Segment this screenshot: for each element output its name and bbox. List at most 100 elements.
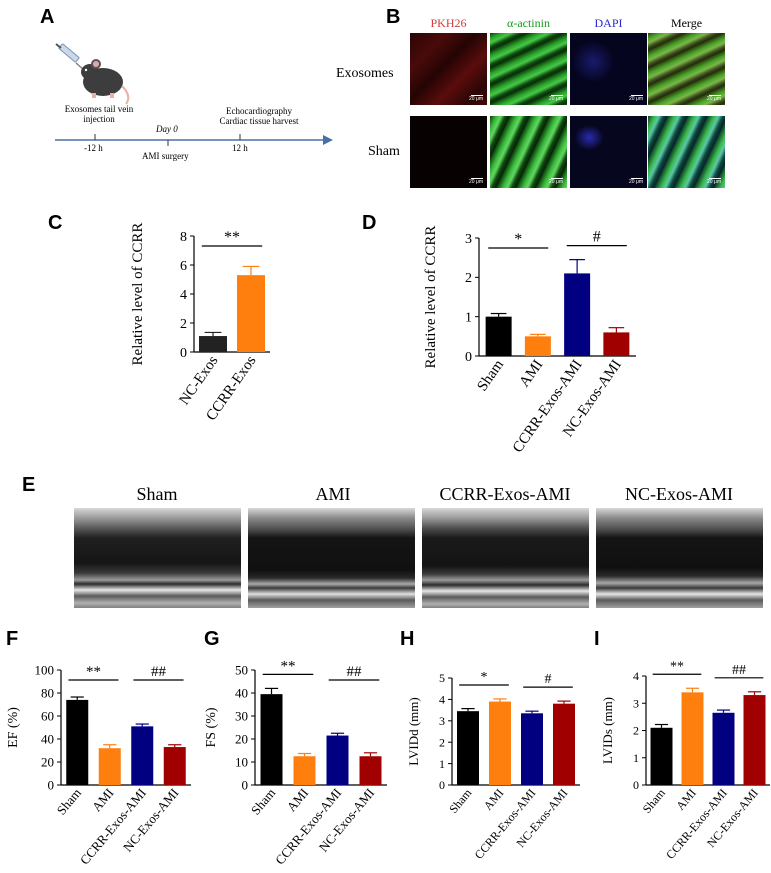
chart-f-ytick-label-0: 0 xyxy=(48,778,55,793)
chart-i-bar-0 xyxy=(650,727,673,785)
chart-g-ytick-label-2: 20 xyxy=(235,732,248,747)
chart-d-sig-label-1: # xyxy=(593,229,601,246)
panel-label-f: F xyxy=(6,628,19,650)
panel-label-e: E xyxy=(22,474,36,496)
chart-f-bar-3 xyxy=(163,747,186,785)
chart-h-sig-label-1: # xyxy=(545,672,552,687)
chart-d-ytick-label-2: 2 xyxy=(465,271,472,286)
chart-f-bar-0 xyxy=(66,699,89,785)
micro-sham-actinin: 20 μm xyxy=(490,116,567,188)
chart-d-ytick-label-3: 3 xyxy=(465,232,472,247)
injection-label: Exosomes tail vein injection xyxy=(64,104,134,124)
surgery-label: AMI surgery xyxy=(142,151,189,161)
chart-d-category-label-1: AMI xyxy=(517,357,547,390)
chart-g-bar-3 xyxy=(359,756,382,785)
chart-c-ytick-label-2: 4 xyxy=(180,288,187,303)
panel-label-a: A xyxy=(40,6,55,28)
panel-label-g: G xyxy=(204,628,220,650)
micro-exo-pkh26: 20 μm xyxy=(410,33,487,105)
chart-d-ytick-label-0: 0 xyxy=(465,350,472,365)
timepoint-12h: 12 h xyxy=(232,143,248,153)
chart-g-ytick-label-3: 30 xyxy=(235,709,248,724)
chart-g-sig-label-1: ## xyxy=(347,664,363,680)
chart-h-category-label-1: AMI xyxy=(481,786,507,813)
chart-i-ylabel: LVIDs (mm) xyxy=(600,697,615,764)
panel-label-h: H xyxy=(400,628,415,650)
chart-f-ylabel: EF (%) xyxy=(6,707,21,748)
chart-d-sig-label-0: * xyxy=(514,231,522,248)
chart-c-bar-1 xyxy=(237,275,265,352)
chart-g-bar-2 xyxy=(326,735,349,785)
chart-h-bar-0 xyxy=(457,711,479,785)
chart-h-ytick-label-0: 0 xyxy=(439,778,445,792)
chart-i-sig-label-0: ** xyxy=(670,659,684,674)
chart-f-category-label-0: Sham xyxy=(54,785,85,817)
chart-g-bar-1 xyxy=(293,756,316,785)
chart-i-ytick-label-2: 2 xyxy=(633,724,639,738)
chart-i-category-label-0: Sham xyxy=(640,785,669,815)
chart-h-ytick-label-1: 1 xyxy=(439,757,445,771)
micro-sham-dapi: 20 μm xyxy=(570,116,647,188)
chart-h-bar-1 xyxy=(489,701,511,785)
row-label-exosomes: Exosomes xyxy=(336,66,394,81)
panel-label-d: D xyxy=(362,212,377,234)
chart-c-ytick-label-0: 0 xyxy=(180,346,187,361)
chart-d-category-label-2: CCRR-Exos-AMI xyxy=(510,357,586,456)
chart-g-category-label-0: Sham xyxy=(248,785,279,817)
timepoint-minus12: -12 h xyxy=(84,143,103,153)
chart-d-bar-1 xyxy=(524,336,551,356)
chart-g-bar-0 xyxy=(260,694,283,785)
chart-g-category-label-1: AMI xyxy=(284,785,312,814)
echo-label: Echocardiography xyxy=(226,106,292,116)
day0-label: Day 0 xyxy=(156,124,178,134)
panel-label-i: I xyxy=(594,628,600,650)
chart-f-ytick-label-1: 20 xyxy=(41,755,54,770)
micro-exo-actinin: 20 μm xyxy=(490,33,567,105)
chart-d-bar-0 xyxy=(485,316,512,356)
col-header-dapi: DAPI xyxy=(594,16,623,30)
echo-label-ccrr: CCRR-Exos-AMI xyxy=(439,484,571,504)
chart-f-sig-label-0: ** xyxy=(86,664,101,680)
echo-label-nc: NC-Exos-AMI xyxy=(625,484,733,504)
chart-g-ytick-label-1: 10 xyxy=(235,755,248,770)
chart-f-ytick-label-4: 80 xyxy=(41,686,54,701)
echo-label-ami: AMI xyxy=(315,484,351,504)
chart-h-ytick-label-3: 3 xyxy=(439,714,445,728)
panel-label-c: C xyxy=(48,212,63,234)
echo-image-nc xyxy=(596,508,763,608)
chart-i-ytick-label-1: 1 xyxy=(633,751,639,765)
chart-f-bar-1 xyxy=(98,748,121,785)
chart-i-ytick-label-0: 0 xyxy=(633,778,639,792)
chart-g-sig-label-0: ** xyxy=(281,658,296,674)
chart-f-bar-2 xyxy=(131,726,154,785)
chart-c-ylabel: Relative level of CCRR xyxy=(130,223,146,366)
chart-i-bar-1 xyxy=(681,692,704,785)
chart-i-bar-2 xyxy=(712,712,735,785)
echo-image-ami xyxy=(248,508,415,608)
chart-h-ytick-label-2: 2 xyxy=(439,735,445,749)
col-header-actinin: α-actinin xyxy=(507,16,550,30)
chart-i-sig-label-1: ## xyxy=(732,663,746,678)
chart-d-category-label-0: Sham xyxy=(474,357,507,394)
chart-i-ytick-label-3: 3 xyxy=(633,696,639,710)
micro-sham-merge: 20 μm xyxy=(648,116,725,188)
chart-f-category-label-1: AMI xyxy=(89,785,117,814)
chart-h-sig-label-0: * xyxy=(481,670,488,685)
chart-c-bar-0 xyxy=(199,336,227,352)
harvest-label: Cardiac tissue harvest xyxy=(219,116,299,126)
chart-i-ytick-label-4: 4 xyxy=(633,669,639,683)
chart-c-sig-label-0: ** xyxy=(224,229,240,246)
chart-f-ytick-label-3: 60 xyxy=(41,709,54,724)
chart-f-ytick-label-5: 100 xyxy=(35,663,55,678)
echo-image-ccrr xyxy=(422,508,589,608)
chart-c-ytick-label-3: 6 xyxy=(180,259,187,274)
row-label-sham: Sham xyxy=(368,144,400,159)
chart-i-bar-3 xyxy=(743,695,766,785)
chart-g-ytick-label-4: 40 xyxy=(235,686,248,701)
echo-image-sham xyxy=(74,508,241,608)
chart-h-bar-2 xyxy=(521,713,543,785)
chart-d-bar-2 xyxy=(564,273,591,356)
chart-c-ytick-label-1: 2 xyxy=(180,317,187,332)
chart-h-ytick-label-5: 5 xyxy=(439,671,445,685)
